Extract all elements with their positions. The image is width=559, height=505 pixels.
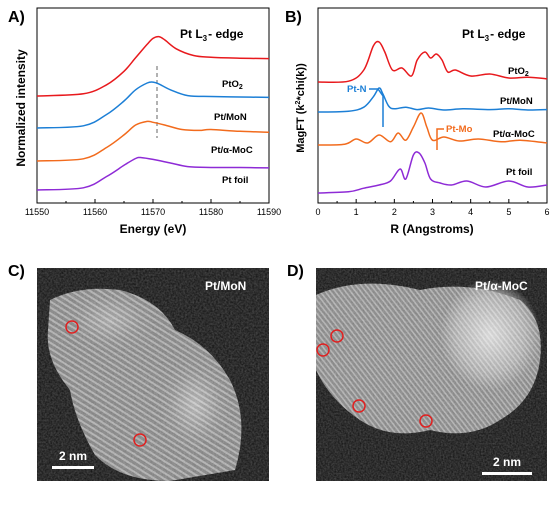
panel-d-marker [316, 343, 330, 357]
panel-c-scale-label: 2 nm [59, 449, 87, 463]
panel-c-marker [65, 320, 79, 334]
panel-b-ptn-label: Pt-N [347, 84, 367, 95]
panel-b-ylabel: MagFT (k2*chi(k)) [295, 63, 307, 153]
panel-a-ylabel: Normalized intensity [14, 49, 28, 167]
series-line-pt-foil [317, 151, 548, 194]
series-line-pt-moc [317, 112, 548, 146]
panel-d: D) Pt/α-MoC 2 nm [287, 263, 547, 481]
panel-c-micrograph [37, 268, 269, 481]
x-tick-label: 11560 [83, 207, 107, 217]
panel-d-scale-label: 2 nm [493, 455, 521, 469]
panel-a-label-ptmoc: Pt/α-MoC [211, 145, 253, 156]
panel-b-xlabel: R (Angstroms) [390, 222, 473, 236]
x-tick-label: 11570 [141, 207, 165, 217]
panel-a-label-ptmon: Pt/MoN [214, 112, 247, 123]
panel-b-ptn-pointer [369, 88, 384, 127]
panel-d-marker [352, 399, 366, 413]
panel-b-label-ptfoil: Pt foil [506, 167, 532, 178]
series-line-pto2 [317, 40, 548, 84]
x-tick-label: 1 [354, 207, 359, 217]
panel-a-label-ptfoil: Pt foil [222, 175, 248, 186]
panel-b-label-ptmoc: Pt/α-MoC [493, 129, 535, 140]
panel-a: A) Pt L3- edge Normalized intensity Ener… [8, 7, 281, 236]
panel-a-label-pto2: PtO2 [222, 79, 243, 91]
series-line-pt-moc [36, 120, 270, 162]
panel-b-letter: B) [285, 9, 302, 26]
panel-b-xticks: 0 1 2 3 4 5 6 [315, 199, 550, 217]
x-tick-label: 11550 [25, 207, 49, 217]
panel-a-letter: A) [8, 9, 25, 26]
x-tick-label: 11580 [199, 207, 223, 217]
panel-a-title: Pt L3- edge [180, 27, 244, 43]
panel-b: B) Pt L3- edge MagFT (k2*chi(k)) R (Angs… [285, 7, 550, 236]
panel-c-letter: C) [8, 263, 25, 280]
series-line-pt-foil [36, 156, 270, 191]
panel-c: C) Pt/MoN 2 nm [8, 263, 269, 481]
panel-b-series [317, 40, 548, 194]
panel-c-label: Pt/MoN [205, 279, 246, 293]
panel-b-label-pto2: PtO2 [508, 66, 529, 78]
x-tick-label: 3 [430, 207, 435, 217]
panel-d-letter: D) [287, 263, 304, 280]
panel-d-scalebar [482, 472, 532, 475]
series-line-pt-mon [36, 81, 270, 129]
x-tick-label: 4 [468, 207, 473, 217]
panel-a-xlabel: Energy (eV) [120, 222, 187, 236]
panel-a-series [36, 35, 270, 191]
series-line-pto2 [36, 35, 270, 97]
x-tick-label: 0 [315, 207, 320, 217]
panel-d-label: Pt/α-MoC [475, 279, 528, 293]
panel-c-scalebar [52, 466, 94, 469]
x-tick-label: 11590 [257, 207, 281, 217]
panel-c-marker [133, 433, 147, 447]
panel-b-label-ptmon: Pt/MoN [500, 96, 533, 107]
x-tick-label: 5 [506, 207, 511, 217]
series-line-pt-mon [317, 87, 548, 113]
panel-b-ptmo-pointer [436, 128, 444, 150]
panel-d-marker [419, 414, 433, 428]
panel-a-xticks: 11550 11560 11570 11580 11590 [25, 199, 281, 217]
panel-d-micrograph [316, 268, 547, 481]
x-tick-label: 2 [392, 207, 397, 217]
panel-b-title: Pt L3- edge [462, 27, 526, 43]
panel-d-marker [330, 329, 344, 343]
x-tick-label: 6 [544, 207, 549, 217]
panel-b-ptmo-label: Pt-Mo [446, 124, 473, 135]
